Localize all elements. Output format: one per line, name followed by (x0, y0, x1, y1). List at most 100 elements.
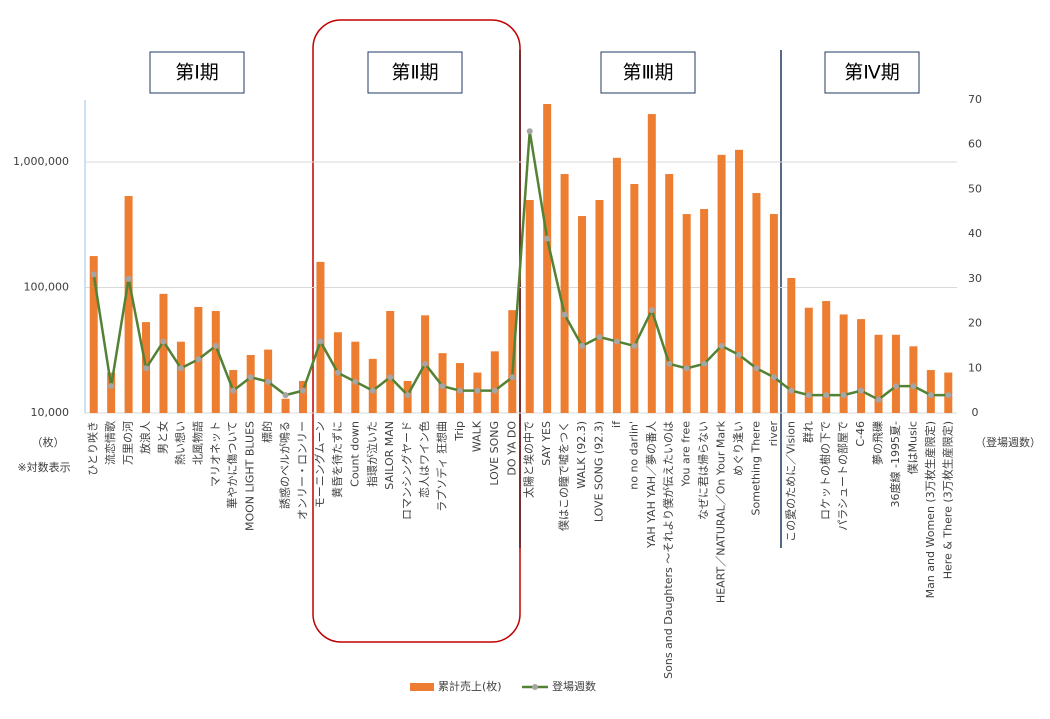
line-marker (910, 383, 917, 390)
line-marker (474, 387, 481, 394)
line-marker (177, 365, 184, 372)
line-marker (858, 387, 865, 394)
line-marker (823, 392, 830, 399)
x-tick-label: ひとり咲き (86, 421, 100, 476)
x-tick-label: You are free (680, 421, 693, 488)
x-tick-label: 北風物語 (190, 421, 204, 465)
bar (787, 278, 796, 413)
bar (839, 314, 848, 413)
x-tick-label: 僕はMusic (906, 421, 919, 474)
bar (735, 149, 743, 414)
x-tick-label: LOVE SONG (92.3) (592, 421, 605, 522)
line-marker (456, 387, 463, 394)
line-marker (631, 342, 638, 349)
x-tick-label: モーニングムーン (312, 421, 326, 508)
line-marker (247, 374, 254, 381)
x-tick-label: 流恋情歌 (103, 421, 117, 465)
line-marker (265, 378, 272, 385)
bar (700, 209, 709, 413)
line-marker (945, 392, 952, 399)
line-marker (701, 360, 708, 367)
x-tick-label: 黄昏を待たずに (330, 421, 344, 498)
bar (909, 346, 918, 413)
x-tick-label: ラプソディ 狂想曲 (435, 421, 449, 512)
line-marker (317, 338, 324, 345)
line-marker (90, 271, 97, 278)
bar (159, 293, 168, 413)
bar (281, 398, 290, 413)
legend-label: 登場週数 (552, 679, 596, 693)
x-tick-label: Man and Women (3万枚生産限定) (923, 421, 937, 598)
y2-tick-label: 30 (968, 272, 982, 285)
log-note: ※対数表示 (17, 460, 70, 474)
line-marker (369, 387, 376, 394)
legend-swatch (410, 683, 434, 691)
line-marker (439, 383, 446, 390)
x-tick-label: 僕はこの瞳で嘘をつく (557, 421, 571, 531)
line-marker (195, 356, 202, 363)
line-marker (108, 383, 115, 390)
period-box (600, 51, 696, 94)
bar (874, 334, 883, 413)
x-tick-label: SAILOR MAN (383, 421, 396, 490)
y2-tick-label: 20 (968, 317, 982, 330)
x-tick-label: この愛のために／Vision (784, 421, 797, 542)
right-unit: （登場週数） (975, 435, 1041, 449)
bar (124, 196, 133, 413)
line-marker (125, 275, 132, 282)
bar (525, 200, 534, 413)
bar (176, 341, 185, 413)
bar (490, 351, 499, 413)
line-marker (352, 378, 359, 385)
x-tick-label: 華やかに傷ついて (225, 421, 239, 509)
x-tick-label: SAY YES (540, 421, 553, 466)
x-tick-label: なぜに君は帰らない (697, 421, 710, 520)
line-marker (422, 360, 429, 367)
x-tick-label: HEART／NATURAL／On Your Mark (715, 420, 728, 603)
x-tick-label: LOVE SONG (488, 421, 501, 486)
line-marker (736, 351, 742, 358)
x-tick-label: オンリー・ロンリー (296, 421, 309, 520)
x-tick-label: Count down (348, 421, 361, 487)
x-tick-label: YAH YAH YAH／夢の番人 (645, 421, 658, 549)
line-marker (282, 392, 289, 399)
x-tick-label: Sons and Daughters ～それより僕が伝えたいのは (661, 421, 675, 679)
line-marker (718, 342, 725, 349)
bar (647, 114, 656, 414)
bar (822, 301, 831, 413)
bar (246, 354, 255, 413)
line-marker (143, 365, 150, 372)
x-tick-label: 男と女 (155, 421, 169, 454)
line-marker (770, 374, 777, 381)
bar (717, 154, 726, 414)
bar (769, 214, 778, 413)
x-tick-label: 万里の河 (122, 421, 135, 465)
y2-tick-label: 60 (968, 138, 982, 151)
x-tick-label: ロケットの樹の下で (819, 421, 832, 520)
bar (89, 256, 98, 413)
x-tick-label: C-46 (854, 421, 867, 447)
left-unit: （枚） (32, 435, 65, 449)
line-marker (613, 338, 620, 345)
period-box (824, 51, 920, 94)
y2-tick-label: 40 (968, 227, 982, 240)
bar (682, 214, 691, 413)
x-tick-label: if (610, 420, 623, 428)
x-tick-label: WALK (92.3) (575, 421, 588, 489)
line-marker (300, 387, 306, 394)
line-marker (927, 392, 934, 399)
line-marker (160, 338, 167, 345)
period-label: 第Ⅰ期 (175, 62, 219, 84)
line-marker (387, 374, 394, 381)
x-tick-label: めぐり逢い (732, 421, 745, 476)
x-tick-label: 放浪人 (138, 421, 152, 454)
x-tick-label: river (767, 421, 780, 447)
bar (316, 261, 325, 413)
bar (804, 307, 813, 413)
line-marker (404, 392, 411, 399)
x-tick-label: no no darlin' (627, 421, 640, 490)
line-marker (596, 333, 603, 340)
x-tick-label: マリオネット (209, 421, 222, 487)
line-marker (648, 307, 655, 314)
line-marker (334, 369, 341, 376)
